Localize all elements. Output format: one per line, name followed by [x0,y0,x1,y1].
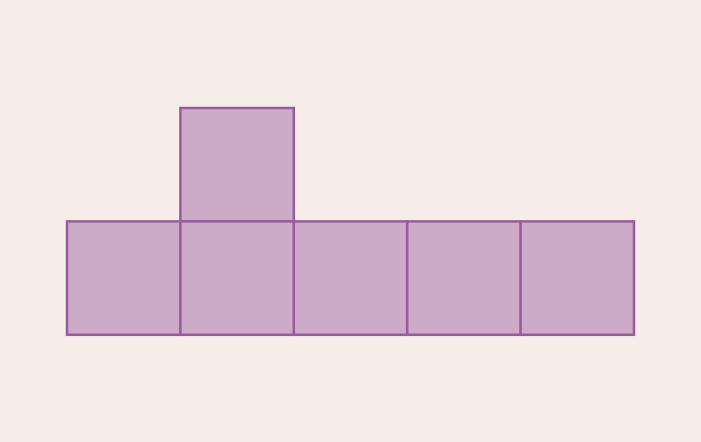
net-square-1 [179,106,296,223]
net-square-5 [405,220,522,337]
net-square-3 [179,220,296,337]
net-squares-group [65,106,636,337]
net-square-2 [65,220,182,337]
net-square-6 [519,220,636,337]
net-square-4 [292,220,409,337]
